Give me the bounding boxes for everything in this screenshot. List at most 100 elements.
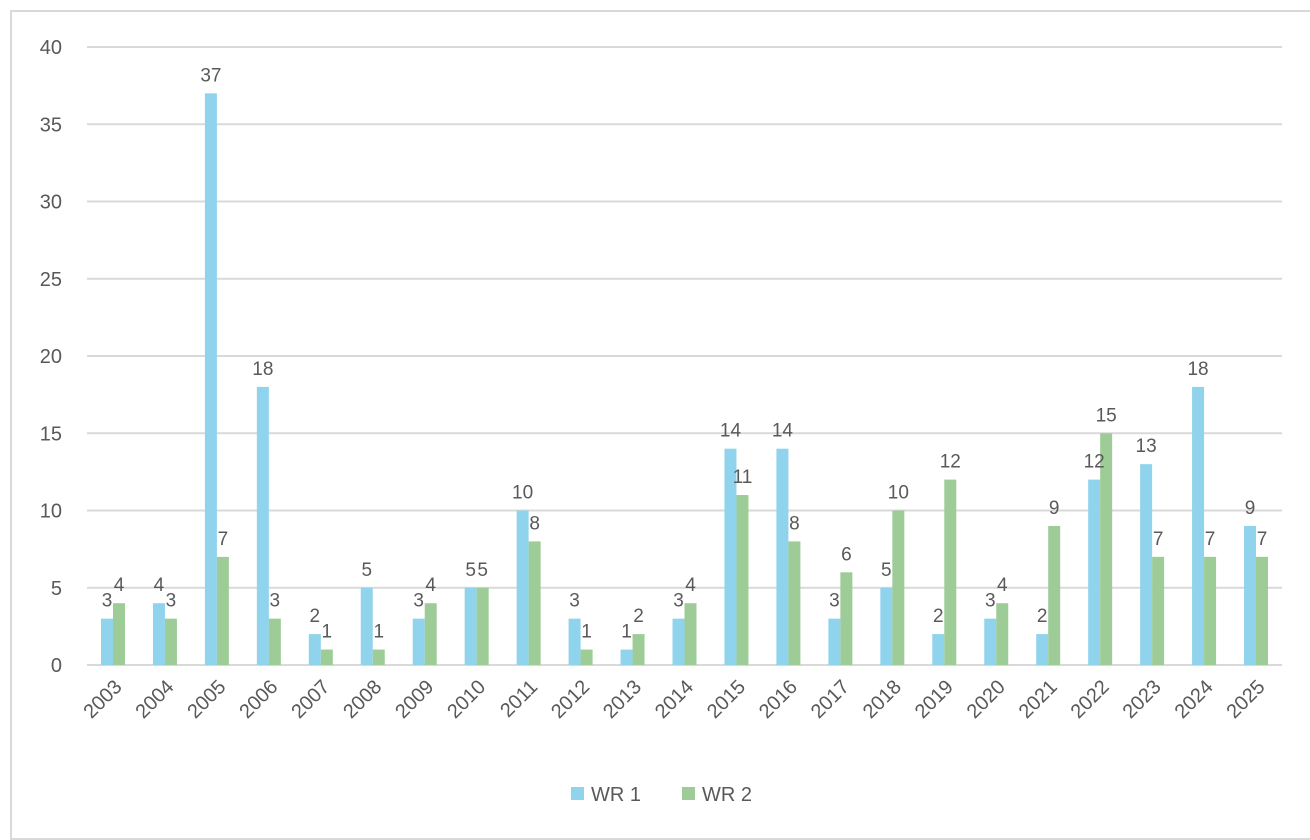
y-tick-label: 15 [40,423,62,445]
y-tick-label: 0 [51,655,62,677]
bar-wr-2 [944,479,957,665]
bar-wr-1 [100,618,113,665]
data-label-wr-1: 5 [881,560,892,581]
x-tick-label: 2003 [79,676,126,723]
bar-wr-1 [1140,464,1153,665]
x-tick-label: 2010 [443,676,490,723]
data-label-wr-2: 1 [581,622,592,643]
x-tick-label: 2020 [963,676,1010,723]
data-label-wr-2: 1 [373,622,384,643]
data-label-wr-2: 4 [425,575,436,596]
bar-wr-1 [828,618,841,665]
data-label-wr-2: 3 [270,591,281,612]
data-label-wr-1: 3 [569,591,580,612]
x-tick-label: 2018 [859,676,906,723]
bar-wr-2 [684,603,697,665]
legend-label-wr-2: WR 2 [702,784,752,806]
data-label-wr-1: 10 [512,483,533,504]
bar-wr-2 [372,649,385,665]
bar-wr-2 [216,556,229,665]
data-label-wr-1: 2 [310,606,321,627]
bar-wr-2 [320,649,333,665]
bar-wr-1 [256,386,269,665]
x-tick-label: 2019 [911,676,958,723]
y-tick-label: 40 [40,37,62,59]
data-label-wr-1: 3 [829,591,840,612]
data-label-wr-2: 15 [1096,405,1117,426]
data-label-wr-1: 14 [772,421,794,442]
y-tick-label: 35 [40,114,62,136]
data-label-wr-2: 7 [1153,529,1164,550]
bars [100,93,1269,666]
x-tick-label: 2012 [547,676,594,723]
data-label-wr-1: 3 [102,591,113,612]
chart-frame [10,10,1310,840]
x-tick-label: 2025 [1223,676,1270,723]
bar-wr-2 [1204,556,1217,665]
x-tick-label: 2005 [183,676,230,723]
bar-wr-2 [632,634,645,665]
bar-wr-1 [724,448,737,665]
data-label-wr-1: 4 [154,575,165,596]
bar-wr-2 [736,495,749,665]
data-label-wr-1: 18 [252,359,273,380]
y-tick-label: 30 [40,192,62,214]
data-label-wr-2: 7 [218,529,229,550]
x-tick-label: 2017 [807,676,854,723]
bar-wr-2 [528,541,541,665]
x-tick-label: 2021 [1015,676,1062,723]
x-tick-label: 2006 [235,676,282,723]
x-tick-label: 2022 [1067,676,1114,723]
x-tick-label: 2023 [1119,676,1166,723]
x-tick-label: 2015 [703,676,750,723]
bar-wr-2 [476,587,489,665]
bar-wr-2 [788,541,801,665]
data-label-wr-1: 9 [1245,498,1256,519]
bar-wr-1 [984,618,997,665]
bar-wr-1 [516,510,529,665]
bar-wr-1 [464,587,477,665]
data-label-wr-2: 7 [1257,529,1268,550]
bar-wr-2 [892,510,905,665]
bar-wr-2 [1100,433,1113,665]
bar-wr-1 [152,603,165,665]
data-label-wr-2: 1 [322,622,333,643]
bar-wr-2 [1256,556,1269,665]
data-label-wr-1: 2 [933,606,944,627]
data-label-wr-2: 8 [789,513,800,534]
bar-wr-2 [1152,556,1165,665]
data-label-wr-2: 11 [733,467,753,488]
data-label-wr-2: 3 [166,591,177,612]
bar-wr-1 [204,93,217,666]
bar-wr-1 [932,634,945,665]
y-tick-label: 20 [40,346,62,368]
bar-wr-1 [1192,386,1205,665]
data-label-wr-2: 9 [1049,498,1060,519]
data-label-wr-1: 3 [413,591,424,612]
bar-wr-1 [568,618,581,665]
bar-wr-1 [360,587,373,665]
data-label-wr-1: 13 [1136,436,1157,457]
x-tick-label: 2007 [287,676,334,723]
data-label-wr-1: 3 [673,591,684,612]
bar-wr-1 [308,634,321,665]
bar-wr-1 [1088,479,1101,665]
data-label-wr-1: 2 [1037,606,1048,627]
bar-wr-2 [580,649,593,665]
legend-label-wr-1: WR 1 [591,784,641,806]
data-label-wr-2: 4 [685,575,696,596]
data-label-wr-2: 4 [114,575,125,596]
y-tick-label: 5 [51,578,62,600]
bar-wr-2 [840,572,853,665]
bar-wr-2 [424,603,437,665]
bar-wr-2 [996,603,1009,665]
data-label-wr-2: 12 [940,452,961,473]
data-label-wr-2: 2 [633,606,644,627]
legend-swatch-wr-1 [571,787,584,800]
bar-wr-1 [620,649,633,665]
bar-wr-2 [112,603,125,665]
bar-wr-2 [164,618,177,665]
data-label-wr-2: 4 [997,575,1008,596]
